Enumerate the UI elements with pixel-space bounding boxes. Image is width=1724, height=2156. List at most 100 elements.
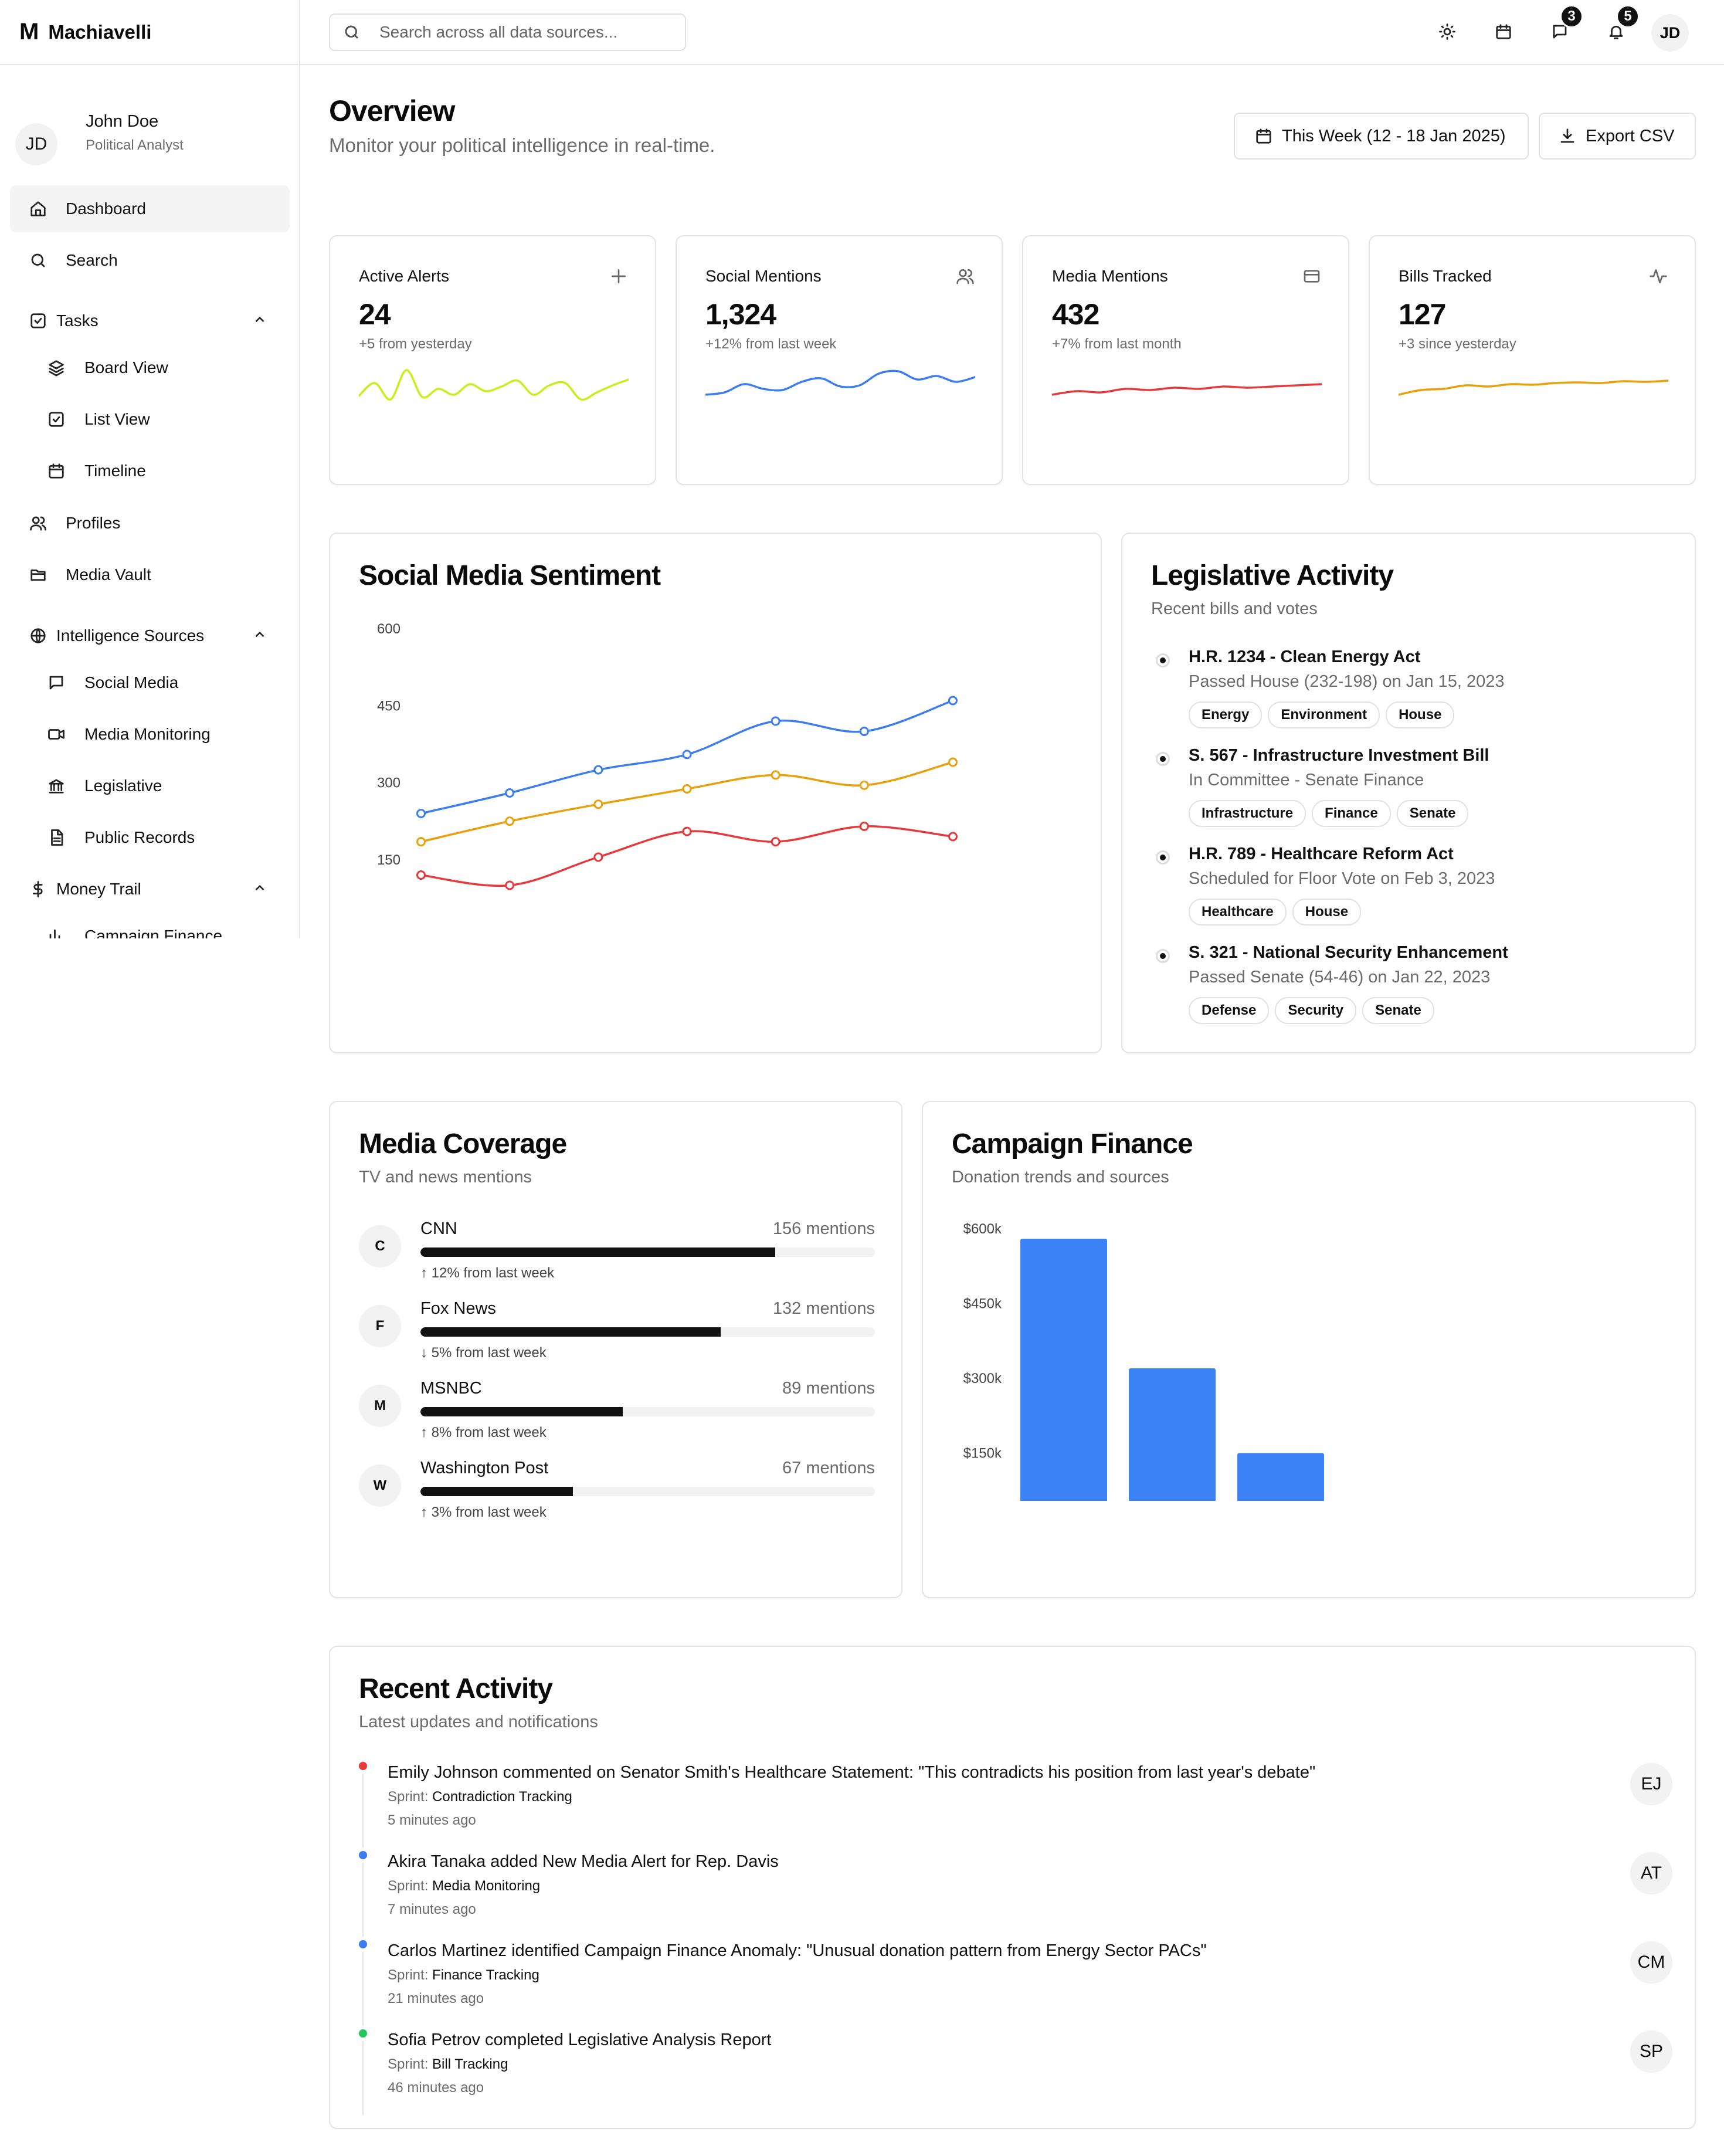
search-input[interactable] — [379, 23, 673, 42]
export-csv-button[interactable]: Export CSV — [1539, 113, 1696, 160]
series-point[interactable] — [771, 770, 780, 780]
sidebar-item-label: Media Vault — [66, 565, 151, 584]
sidebar-item-money-trail[interactable]: Money Trail — [0, 866, 299, 913]
bill-title: H.R. 789 - Healthcare Reform Act — [1189, 845, 1454, 863]
series-point[interactable] — [505, 788, 515, 798]
sprint-key: Sprint: — [388, 1967, 429, 1983]
bill-tag[interactable]: House — [1292, 899, 1362, 926]
bill-tag[interactable]: Senate — [1396, 800, 1469, 827]
activity-text: Akira Tanaka added New Media Alert for R… — [388, 1852, 779, 1871]
series-point[interactable] — [948, 757, 958, 767]
sprint-value: Media Monitoring — [432, 1878, 541, 1894]
notifications-button[interactable]: 5 — [1601, 5, 1640, 47]
activity-time: 7 minutes ago — [388, 1901, 476, 1917]
calendar-icon — [1496, 24, 1511, 39]
sidebar-item-media-vault[interactable]: Media Vault — [0, 551, 299, 598]
card-title: Recent Activity — [359, 1673, 553, 1704]
sidebar-item-public-records[interactable]: Public Records — [0, 814, 299, 861]
series-point[interactable] — [948, 832, 958, 842]
avatar[interactable]: JD — [1651, 14, 1689, 52]
outlet-avatar: W — [359, 1465, 401, 1507]
sidebar-item-social-media[interactable]: Social Media — [0, 659, 299, 706]
series-point[interactable] — [682, 784, 692, 794]
bill-status: Passed House (232-198) on Jan 15, 2023 — [1189, 672, 1505, 691]
calendar-button[interactable] — [1488, 16, 1519, 47]
series-point[interactable] — [771, 837, 780, 847]
sidebar-item-list-view[interactable]: List View — [0, 396, 299, 443]
sidebar-item-search[interactable]: Search — [0, 237, 299, 284]
chevron-up-icon[interactable] — [252, 312, 270, 330]
series-point[interactable] — [416, 870, 426, 880]
outlet-progress-fill — [420, 1407, 623, 1416]
outlet-item[interactable]: M MSNBC 89 mentions ↑ 8% from last week — [359, 1379, 875, 1449]
bill-tag[interactable]: Energy — [1189, 701, 1263, 728]
bar[interactable] — [1237, 1453, 1324, 1501]
sidebar-item-campaign-finance[interactable]: Campaign Finance — [0, 913, 299, 938]
chevron-up-icon[interactable] — [252, 627, 270, 645]
series-point[interactable] — [859, 821, 869, 831]
series-point[interactable] — [416, 809, 426, 818]
series-point[interactable] — [593, 765, 603, 775]
sidebar-item-legislative[interactable]: Legislative — [0, 762, 299, 809]
page-title: Overview — [329, 94, 455, 127]
kpi-card-active-alerts: Active Alerts 24 +5 from yesterday — [329, 235, 656, 485]
sprint-key: Sprint: — [388, 1789, 429, 1805]
series-point[interactable] — [682, 826, 692, 836]
home-icon — [28, 199, 48, 219]
bill-tag[interactable]: Environment — [1268, 701, 1380, 728]
outlet-item[interactable]: F Fox News 132 mentions ↓ 5% from last week — [359, 1299, 875, 1369]
activity-item[interactable]: Akira Tanaka added New Media Alert for R… — [359, 1847, 1672, 1937]
sidebar-item-tasks[interactable]: Tasks — [0, 297, 299, 344]
bill-tags: Defense Security Senate — [1189, 997, 1434, 1024]
bill-tags: Energy Environment House — [1189, 701, 1455, 728]
sparkline — [705, 369, 975, 396]
outlet-progress-track — [420, 1407, 875, 1416]
series-point[interactable] — [416, 837, 426, 847]
outlet-count: 67 mentions — [782, 1459, 875, 1477]
series-point[interactable] — [859, 780, 869, 790]
sidebar-item-board-view[interactable]: Board View — [0, 344, 299, 391]
bill-tags: Healthcare House — [1189, 899, 1362, 926]
bar[interactable] — [1129, 1368, 1216, 1501]
series-point[interactable] — [593, 799, 603, 809]
user-profile[interactable]: JD John Doe Political Analyst — [0, 65, 299, 200]
outlet-trend: ↑ 12% from last week — [420, 1265, 555, 1281]
messages-button[interactable]: 3 — [1545, 5, 1583, 47]
plus-icon — [609, 267, 629, 287]
theme-toggle-button[interactable] — [1432, 16, 1462, 47]
outlet-progress-track — [420, 1327, 875, 1337]
activity-item[interactable]: Carlos Martinez identified Campaign Fina… — [359, 1937, 1672, 2026]
bill-tag[interactable]: Senate — [1362, 997, 1434, 1024]
bill-tag[interactable]: Defense — [1189, 997, 1270, 1024]
sidebar-item-dashboard[interactable]: Dashboard — [10, 185, 290, 232]
bar[interactable] — [1020, 1239, 1107, 1501]
checkbox-icon — [46, 409, 66, 429]
series-point[interactable] — [505, 880, 515, 890]
series-point[interactable] — [505, 816, 515, 826]
brand[interactable]: M Machiavelli — [0, 0, 299, 65]
sparkline — [1399, 379, 1668, 396]
bill-tag[interactable]: Finance — [1312, 800, 1391, 827]
activity-item[interactable]: Sofia Petrov completed Legislative Analy… — [359, 2026, 1672, 2115]
timeline-line — [362, 1774, 364, 1847]
sidebar-item-profiles[interactable]: Profiles — [0, 500, 299, 547]
series-point[interactable] — [682, 750, 692, 760]
bill-tag[interactable]: House — [1386, 701, 1455, 728]
outlet-item[interactable]: C CNN 156 mentions ↑ 12% from last week — [359, 1219, 875, 1290]
sidebar-item-media-monitoring[interactable]: Media Monitoring — [0, 711, 299, 758]
bill-tag[interactable]: Healthcare — [1189, 899, 1287, 926]
series-point[interactable] — [771, 716, 780, 726]
series-point[interactable] — [948, 696, 958, 706]
series-point[interactable] — [859, 727, 869, 736]
global-search[interactable] — [329, 13, 686, 51]
date-range-button[interactable]: This Week (12 - 18 Jan 2025) — [1234, 113, 1529, 160]
activity-item[interactable]: Emily Johnson commented on Senator Smith… — [359, 1758, 1672, 1847]
activity-status-dot — [359, 1762, 367, 1770]
series-point[interactable] — [593, 852, 603, 862]
sidebar-item-timeline[interactable]: Timeline — [0, 448, 299, 494]
bill-tag[interactable]: Security — [1275, 997, 1357, 1024]
sidebar-item-intelligence-sources[interactable]: Intelligence Sources — [0, 612, 299, 659]
chevron-up-icon[interactable] — [252, 880, 270, 898]
bill-tag[interactable]: Infrastructure — [1189, 800, 1306, 827]
outlet-item[interactable]: W Washington Post 67 mentions ↑ 3% from las… — [359, 1459, 875, 1529]
